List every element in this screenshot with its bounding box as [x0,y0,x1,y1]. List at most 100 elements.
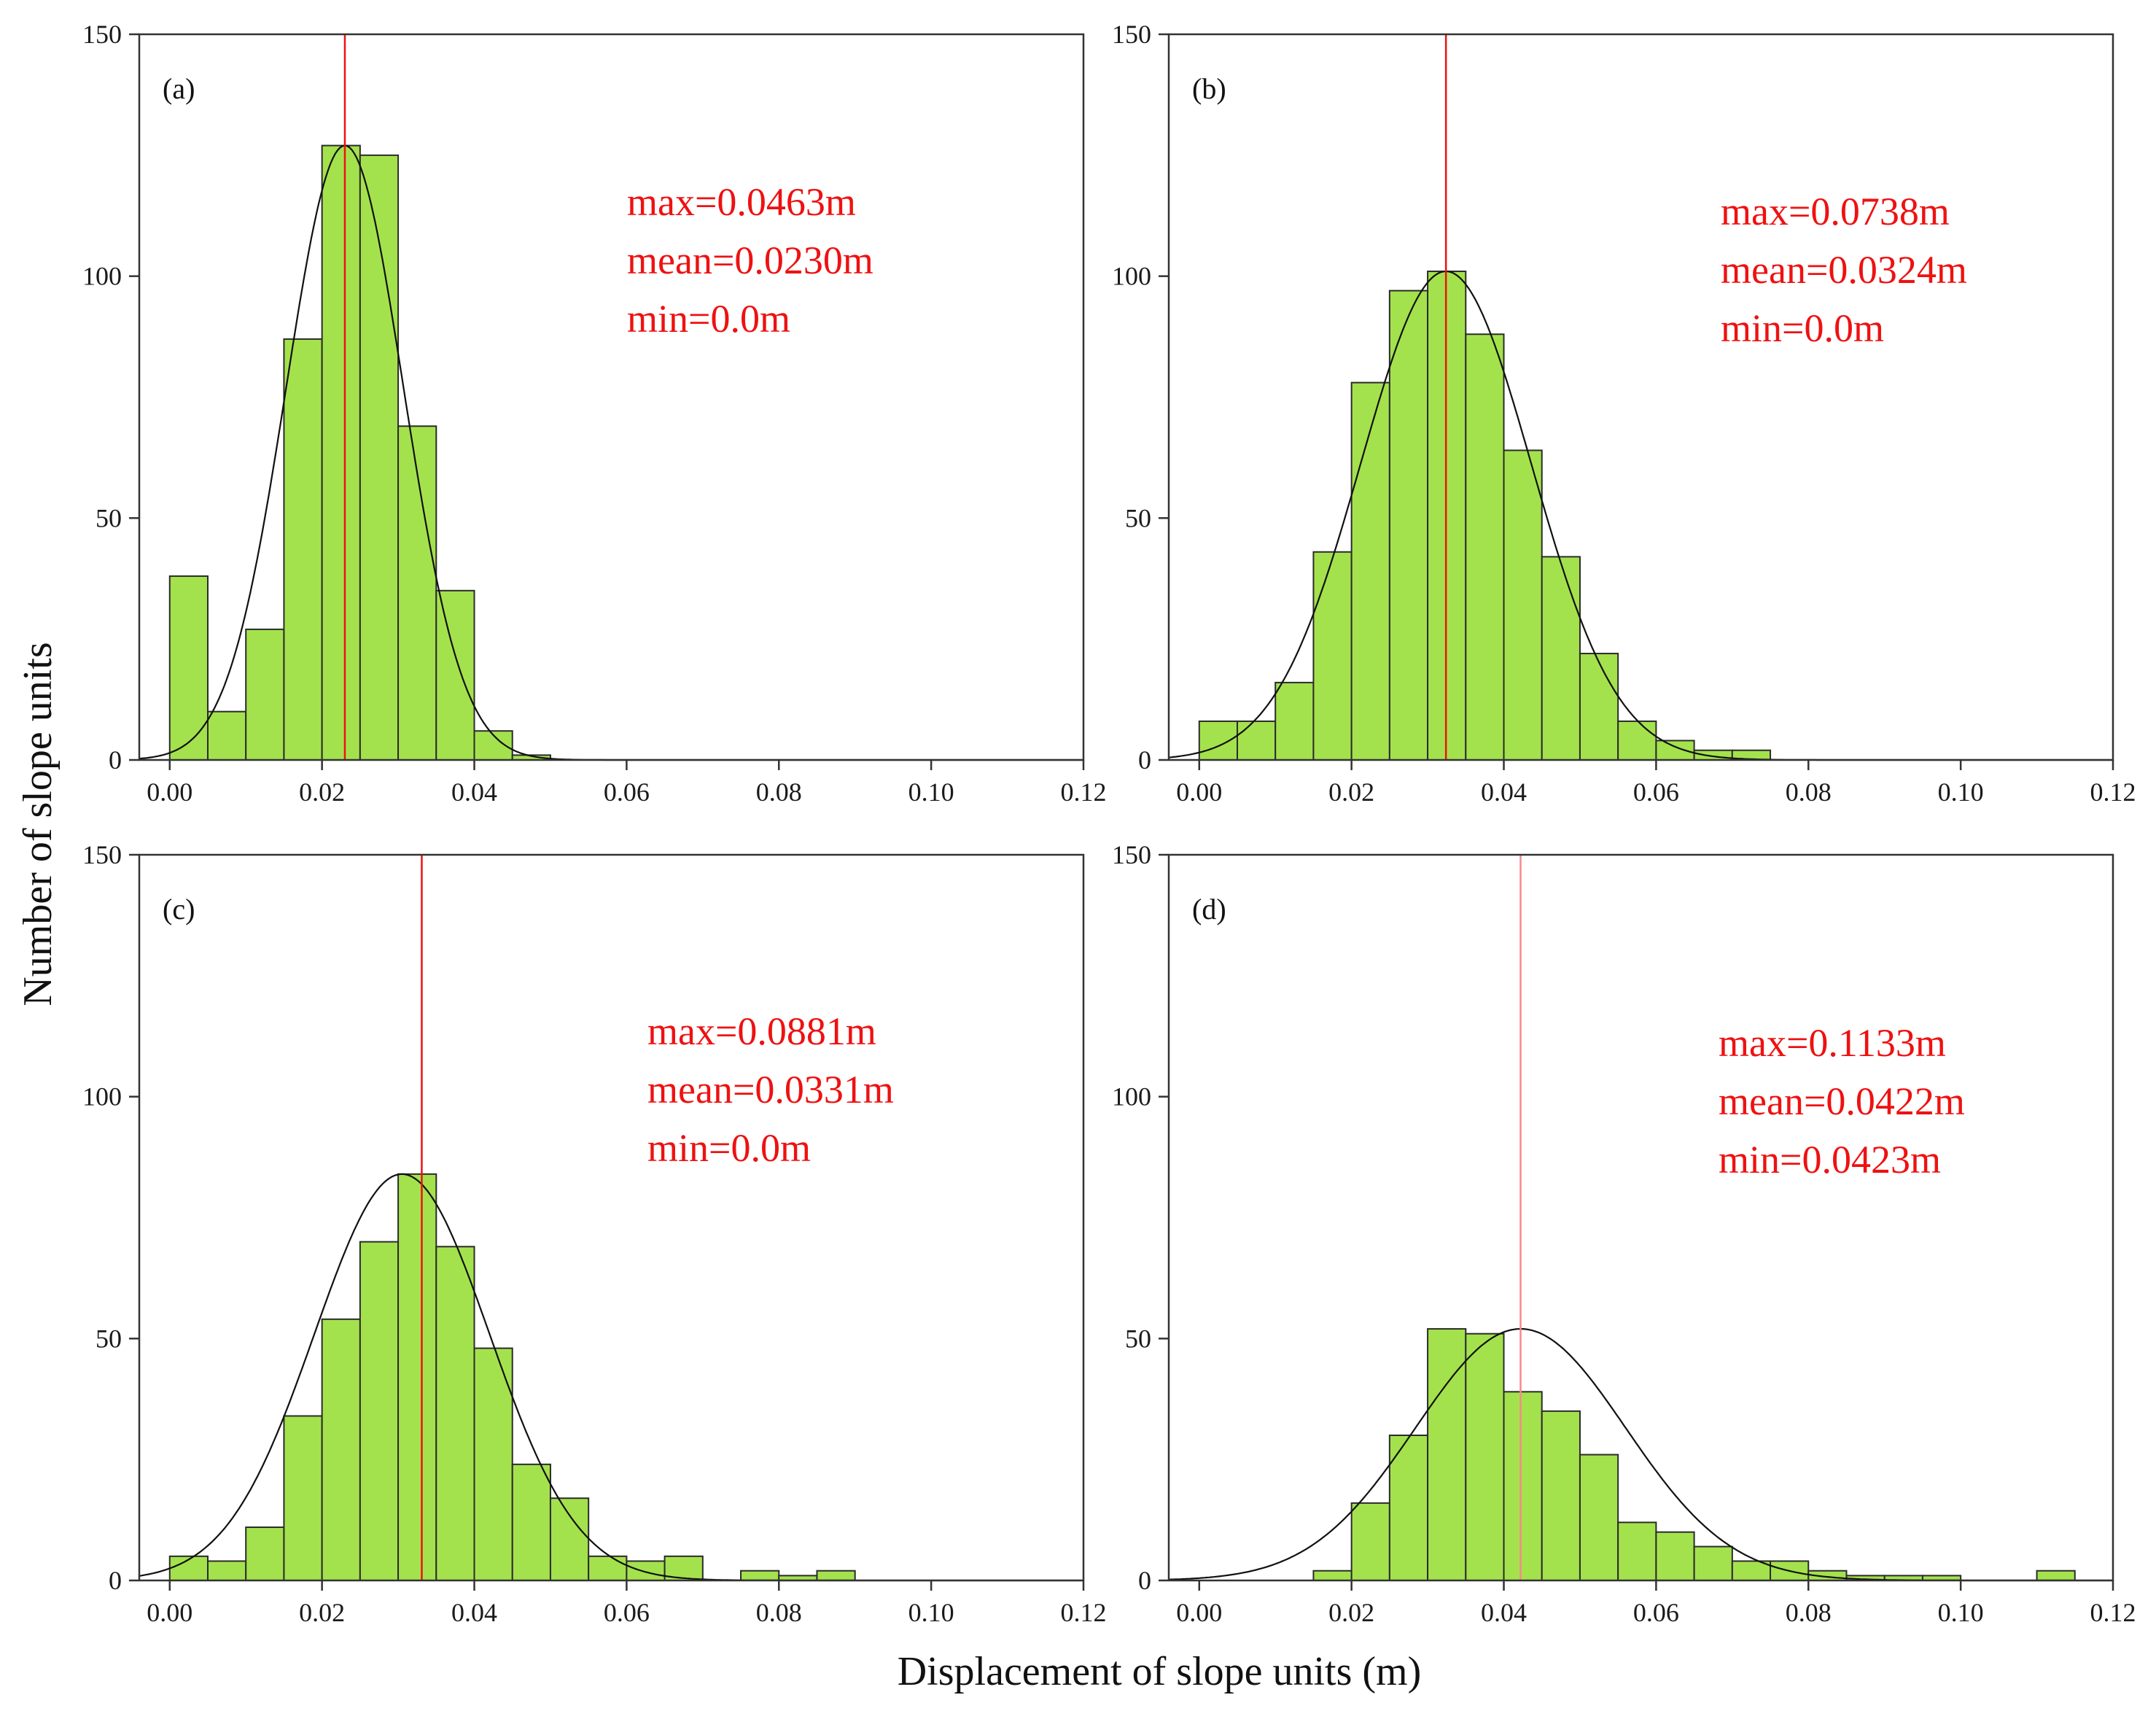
plot-frame [138,853,1085,1582]
stat-mean: mean=0.0422m [1719,1079,1965,1123]
x-tick-label: 0.08 [756,777,802,807]
histogram-bar [1693,1545,1733,1581]
normal-fit-curve [139,1173,1083,1582]
histogram-bar [1617,1521,1657,1581]
histogram-bar [1503,449,1543,761]
histogram-bar [283,1415,323,1582]
histogram-bar [397,425,437,761]
x-tick-label: 0.02 [1328,777,1374,807]
histogram-bar [1350,1502,1390,1582]
y-tick-label: 50 [1125,503,1151,532]
panel-a: 0.00 0.02 0.04 0.06 0.08 0.10 0.12 0 50 100 150 (a)… [82,20,1107,807]
histogram-bar [283,338,323,761]
stat-min: min=0.0m [647,1126,811,1170]
y-tick-label: 0 [109,745,122,775]
stat-max: max=0.0463m [627,180,856,224]
histogram-bar [1312,1570,1353,1582]
x-tick-label: 0.04 [1481,1598,1527,1627]
x-tick-label: 0.04 [451,777,497,807]
panel-c: 0.00 0.02 0.04 0.06 0.08 0.10 0.12 0 50 100 150 (c)… [82,840,1107,1627]
panel-d: 0.00 0.02 0.04 0.06 0.08 0.10 0.12 0 50 100 150 (d)… [1112,840,2136,1627]
histogram-bar [1388,1435,1429,1581]
y-tick-label: 150 [1112,840,1151,869]
y-tick-label: 150 [82,840,122,869]
stat-mean: mean=0.0230m [627,238,873,282]
stat-mean: mean=0.0331m [647,1068,894,1111]
histogram-bar [321,144,361,761]
y-tick-label: 50 [96,503,122,532]
plot-frame [138,33,1085,761]
y-tick-label: 100 [1112,262,1151,291]
histogram-bar [1579,653,1619,761]
x-tick-label: 0.04 [1481,777,1527,807]
x-tick-label: 0.02 [299,777,345,807]
y-tick-label: 50 [1125,1324,1151,1353]
x-tick-label: 0.08 [1786,777,1832,807]
y-tick-label: 0 [1138,1566,1151,1595]
y-tick-label: 100 [1112,1082,1151,1111]
plot-frame [1167,33,2114,761]
x-tick-label: 0.12 [2090,1598,2136,1627]
histogram-bar [206,1560,247,1581]
histogram-bar [1236,720,1277,761]
histogram-bar [1465,333,1505,761]
histogram-bar [1388,290,1429,761]
plot-frame [1167,853,2114,1582]
panel-label: (b) [1192,72,1226,105]
x-tick-label: 0.02 [299,1598,345,1627]
x-tick-label: 0.10 [1938,777,1984,807]
stat-min: min=0.0423m [1719,1138,1941,1182]
x-tick-label: 0.10 [908,777,954,807]
y-tick-label: 100 [82,262,122,291]
x-tick-label: 0.00 [147,1598,192,1627]
x-tick-label: 0.06 [604,777,650,807]
x-tick-label: 0.02 [1328,1598,1374,1627]
histogram-bar [2036,1570,2076,1582]
histogram-bar [435,1246,475,1582]
x-tick-label: 0.04 [451,1598,497,1627]
histogram-bar [206,710,247,761]
histogram-bar [1617,720,1657,761]
histogram-bar [626,1560,666,1581]
histogram-bar [1465,1332,1505,1581]
histogram-bar [397,1173,437,1582]
histogram-bar [359,1241,400,1581]
x-tick-label: 0.12 [2090,777,2136,807]
histogram-bar [245,1526,285,1582]
histogram-bar [816,1570,856,1582]
histogram-bar [1503,1391,1543,1582]
histogram-bar [511,1463,551,1582]
x-tick-label: 0.06 [1633,777,1679,807]
x-tick-label: 0.00 [1176,777,1222,807]
x-tick-label: 0.08 [756,1598,802,1627]
panel-b: 0.00 0.02 0.04 0.06 0.08 0.10 0.12 0 50 100 150 (b)… [1112,20,2136,807]
stat-max: max=0.0881m [647,1009,876,1053]
stat-min: min=0.0m [1721,306,1884,350]
histogram-bar [1350,381,1390,761]
panel-label: (d) [1192,893,1226,926]
stat-mean: mean=0.0324m [1721,248,1967,292]
y-axis-title: Number of slope units [15,642,61,1006]
x-axis-title: Displacement of slope units (m) [898,1649,1422,1694]
histogram-bar [435,589,475,761]
histogram-bar [245,628,285,761]
histogram-bar [359,154,400,761]
x-tick-label: 0.00 [147,777,192,807]
histogram-bar [1274,681,1315,761]
stat-max: max=0.0738m [1721,190,1950,233]
y-tick-label: 0 [109,1566,122,1595]
y-tick-label: 100 [82,1082,122,1111]
histogram-bar [1198,720,1238,761]
y-tick-label: 0 [1138,745,1151,775]
panel-label: (c) [163,893,195,926]
stat-min: min=0.0m [627,297,790,341]
x-tick-label: 0.12 [1061,1598,1107,1627]
x-tick-label: 0.10 [908,1598,954,1627]
x-tick-label: 0.06 [604,1598,650,1627]
x-tick-label: 0.10 [1938,1598,1984,1627]
histogram-bar [549,1497,590,1582]
histogram-bar [1655,1531,1695,1582]
histogram-bar [168,575,209,761]
x-tick-label: 0.00 [1176,1598,1222,1627]
